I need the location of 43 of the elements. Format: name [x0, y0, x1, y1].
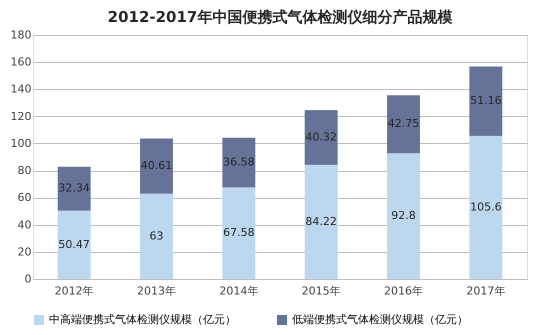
- bar: [469, 66, 502, 136]
- bar: [387, 153, 420, 279]
- x-tick-label: 2015年: [302, 284, 341, 298]
- y-tick-label: 20: [18, 245, 32, 258]
- y-tick-label: 120: [10, 110, 32, 123]
- y-tick-label: 100: [10, 136, 32, 150]
- x-tick-label: 2013年: [137, 284, 176, 298]
- data-label: 63: [150, 229, 164, 242]
- data-label: 105.6: [470, 200, 502, 214]
- bar: [222, 138, 256, 188]
- y-tick-label: 80: [18, 164, 32, 178]
- y-tick-label: 160: [10, 56, 32, 69]
- x-tick-label: 2017年: [466, 284, 506, 298]
- data-label: 40.61: [140, 159, 172, 172]
- data-label: 67.58: [223, 226, 255, 240]
- legend-label: 低端便携式气体检测仪规模（亿元）: [292, 313, 468, 326]
- bar: [304, 164, 338, 279]
- bar: [140, 194, 173, 279]
- data-label: 32.34: [58, 182, 90, 195]
- bar: [387, 95, 420, 154]
- bar: [140, 138, 173, 194]
- data-label: 40.32: [305, 130, 337, 144]
- x-tick-label: 2014年: [219, 284, 258, 298]
- bar: [222, 187, 256, 279]
- data-label: 50.47: [58, 238, 90, 251]
- y-tick-label: 0: [24, 272, 32, 286]
- x-tick-label: 2016年: [384, 284, 423, 298]
- data-label: 51.16: [470, 94, 502, 108]
- legend-label: 中高端便携式气体检测仪规模（亿元）: [49, 313, 236, 326]
- data-label: 92.8: [391, 209, 416, 222]
- data-label: 42.75: [388, 117, 420, 130]
- data-label: 84.22: [305, 214, 337, 228]
- y-tick-label: 180: [10, 28, 32, 42]
- bar: [58, 210, 91, 279]
- chart-title: 2012-2017年中国便携式气体检测仪细分产品规模: [108, 8, 454, 26]
- x-tick-label: 2012年: [54, 284, 94, 298]
- data-label: 36.58: [223, 156, 255, 169]
- y-tick-label: 40: [18, 218, 32, 232]
- y-tick-label: 60: [18, 191, 32, 204]
- bar: [304, 110, 338, 165]
- bar: [469, 136, 502, 279]
- y-tick-label: 140: [10, 82, 32, 96]
- bar: [58, 166, 91, 211]
